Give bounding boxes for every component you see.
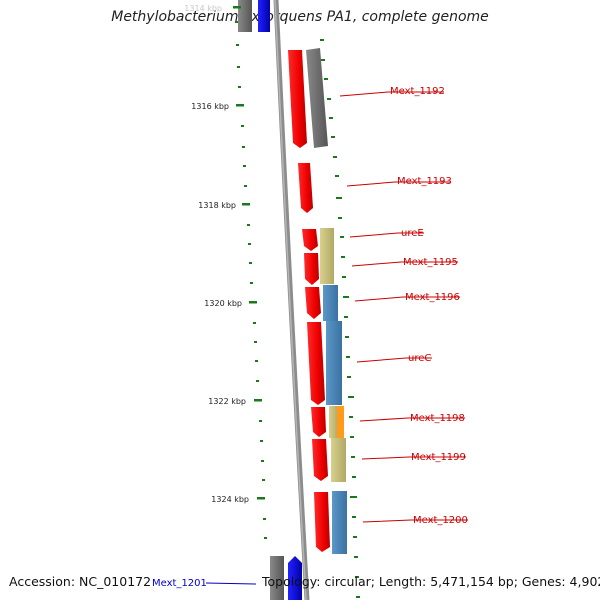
neighbor-gene-bottom-gray (270, 556, 284, 600)
leader-uree (349, 232, 424, 238)
gene-label-mext1200[interactable]: Mext_1200 (413, 515, 468, 526)
gene-arrow-mext1193 (298, 163, 313, 213)
gene-label-mext1198[interactable]: Mext_1198 (410, 413, 465, 424)
gene-arrow-mext1196 (305, 287, 321, 319)
topology-text: Topology: circular; Length: 5,471,154 bp… (262, 574, 600, 589)
leader-mext1196 (354, 296, 460, 302)
gene-label-uree[interactable]: ureE (401, 228, 424, 239)
map-title: Methylobacterium extorquens PA1, complet… (111, 9, 489, 25)
leader-mext1193 (346, 181, 451, 187)
scale-label-1322: 1322 kbp (208, 397, 246, 406)
accession-text: Accession: NC_010172 (9, 574, 152, 589)
scale-label-1318: 1318 kbp (198, 201, 236, 210)
scale-label-1316: 1316 kbp (191, 102, 229, 111)
neighbor-gene-top-blue (258, 0, 270, 32)
gene-arrow-mext1198 (311, 407, 326, 437)
cog-bar-mext1200 (332, 491, 347, 554)
genome-backbone (273, 0, 310, 600)
right-track-marks (320, 39, 360, 598)
leader-mext1199 (361, 456, 466, 460)
leader-mext1200 (362, 519, 468, 523)
leader-mext1192 (339, 91, 444, 97)
gene-arrow-mext1192 (288, 50, 307, 148)
gene-arrow-mext1195 (304, 253, 319, 285)
gene-label-mext1193[interactable]: Mext_1193 (397, 176, 452, 187)
gene-label-mext1201[interactable]: Mext_1201 (152, 578, 207, 589)
cog-bar-mext1199 (331, 438, 346, 482)
gene-label-mext1192[interactable]: Mext_1192 (390, 86, 445, 97)
left-track-dots (235, 21, 267, 539)
gene-label-mext1196[interactable]: Mext_1196 (405, 292, 460, 303)
leader-mext1195 (351, 261, 458, 267)
gene-label-urec[interactable]: ureC (408, 353, 431, 364)
leader-mext1201 (205, 582, 257, 585)
scale-label-1324: 1324 kbp (211, 495, 249, 504)
leader-urec (356, 357, 432, 363)
cog-bar-urec (326, 321, 342, 405)
cog-bar-uree (320, 228, 334, 284)
cog-bar-mext1196 (323, 285, 338, 321)
cog-bar-mext1192 (306, 48, 328, 148)
gene-arrow-urec (307, 322, 325, 405)
gene-arrow-mext1200 (314, 492, 330, 552)
cog-bar-mext1198 (329, 406, 338, 438)
scale-label-1320: 1320 kbp (204, 299, 242, 308)
gene-arrow-uree (302, 229, 318, 251)
neighbor-gene-top-gray (238, 0, 252, 32)
gene-label-mext1195[interactable]: Mext_1195 (403, 257, 458, 268)
cog-bar-mext1198-orange (337, 406, 344, 438)
gene-label-mext1199[interactable]: Mext_1199 (411, 452, 466, 463)
scale-label-1314: 1314 kbp (184, 4, 222, 13)
neighbor-gene-bottom-blue (288, 556, 302, 600)
scale-tick-marks (233, 6, 265, 500)
leader-mext1198 (359, 417, 465, 422)
gene-arrow-mext1199 (312, 439, 328, 481)
